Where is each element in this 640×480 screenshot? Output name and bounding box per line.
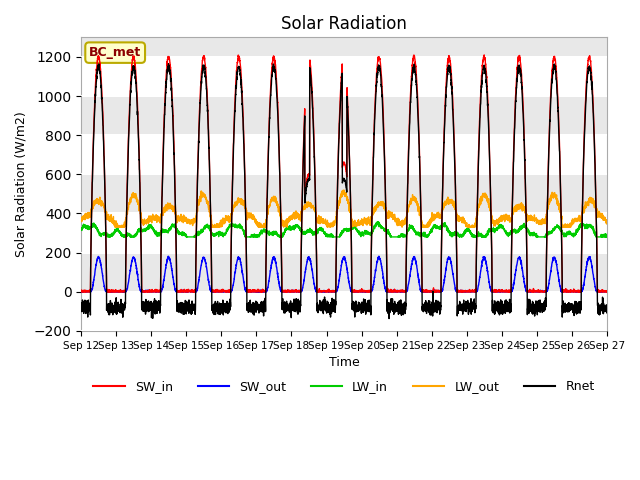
SW_out [492, 288, 499, 294]
LW_out [324, 220, 332, 226]
Rnet [77, 301, 85, 307]
Bar [81, 18, 607, 57]
Line: LW_out: LW_out [81, 190, 607, 227]
Bar [81, 96, 607, 135]
LW_out [77, 216, 85, 221]
Rnet [602, 302, 610, 308]
SW_out [462, 289, 470, 295]
Rnet [462, 299, 470, 304]
SW_in [481, 52, 488, 58]
SW_in [492, 289, 499, 295]
Y-axis label: Solar Radiation (W/m2): Solar Radiation (W/m2) [15, 111, 28, 257]
SW_in [602, 288, 610, 294]
LW_in [374, 219, 382, 225]
Bar [81, 252, 607, 292]
LW_out [602, 220, 610, 226]
LW_out [492, 218, 499, 224]
Rnet [164, 61, 172, 67]
SW_in [462, 288, 470, 294]
Line: LW_in: LW_in [81, 222, 607, 237]
Rnet [492, 307, 499, 313]
Legend: SW_in, SW_out, LW_in, LW_out, Rnet: SW_in, SW_out, LW_in, LW_out, Rnet [88, 375, 600, 398]
Rnet [603, 310, 611, 316]
Line: SW_in: SW_in [81, 55, 607, 292]
SW_out [375, 253, 383, 259]
Line: SW_out: SW_out [81, 256, 607, 292]
LW_out [340, 187, 348, 193]
SW_out [172, 287, 179, 293]
SW_out [603, 289, 611, 295]
LW_out [433, 214, 440, 219]
Line: Rnet: Rnet [81, 64, 607, 319]
LW_in [433, 225, 440, 231]
Rnet [172, 219, 180, 225]
LW_in [603, 234, 611, 240]
Title: Solar Radiation: Solar Radiation [281, 15, 407, 33]
SW_in [172, 217, 180, 223]
LW_in [462, 228, 470, 234]
SW_in [77, 288, 85, 294]
LW_in [324, 232, 332, 238]
LW_in [602, 234, 610, 240]
Rnet [324, 305, 332, 311]
Rnet [433, 308, 440, 314]
SW_out [324, 289, 332, 295]
LW_in [77, 225, 85, 231]
Text: BC_met: BC_met [89, 46, 141, 59]
SW_in [77, 289, 85, 295]
SW_out [602, 289, 610, 295]
SW_in [324, 288, 332, 294]
LW_in [172, 225, 180, 230]
Rnet [385, 316, 393, 322]
X-axis label: Time: Time [329, 356, 360, 369]
LW_in [492, 227, 499, 233]
Bar [81, 174, 607, 214]
SW_in [603, 289, 611, 295]
SW_in [433, 289, 440, 295]
LW_out [112, 224, 120, 230]
LW_out [462, 220, 470, 226]
SW_out [77, 289, 85, 295]
SW_out [433, 288, 440, 294]
LW_out [172, 209, 180, 215]
LW_in [105, 234, 113, 240]
LW_out [603, 220, 611, 226]
